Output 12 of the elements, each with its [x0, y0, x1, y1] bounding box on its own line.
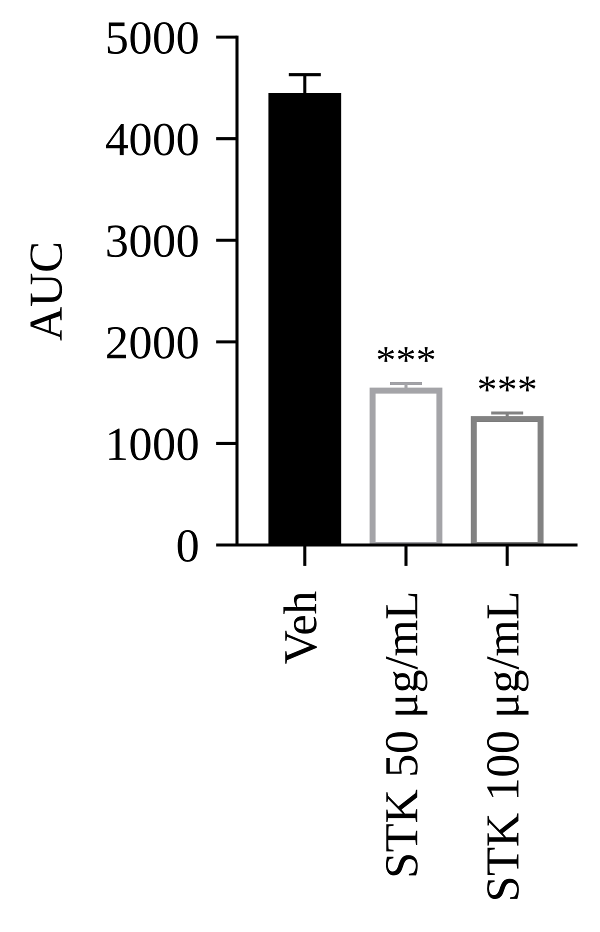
- annotation: ***: [478, 376, 536, 392]
- annotation: ***: [378, 347, 434, 362]
- x-tick-label: STK 100 μg/mL: [487, 594, 529, 899]
- x-tick-label: Veh: [283, 591, 317, 664]
- x-tick-label: STK 50 μg/mL: [386, 594, 428, 876]
- y-axis-title: AUC: [30, 244, 62, 340]
- y-tick-label: 3000: [107, 225, 198, 258]
- y-tick-label: 1000: [109, 428, 198, 460]
- y-tick-label: 0: [178, 530, 198, 562]
- y-tick-label: 2000: [107, 326, 198, 359]
- y-tick-label: 5000: [108, 22, 198, 54]
- y-tick-label: 4000: [106, 124, 198, 156]
